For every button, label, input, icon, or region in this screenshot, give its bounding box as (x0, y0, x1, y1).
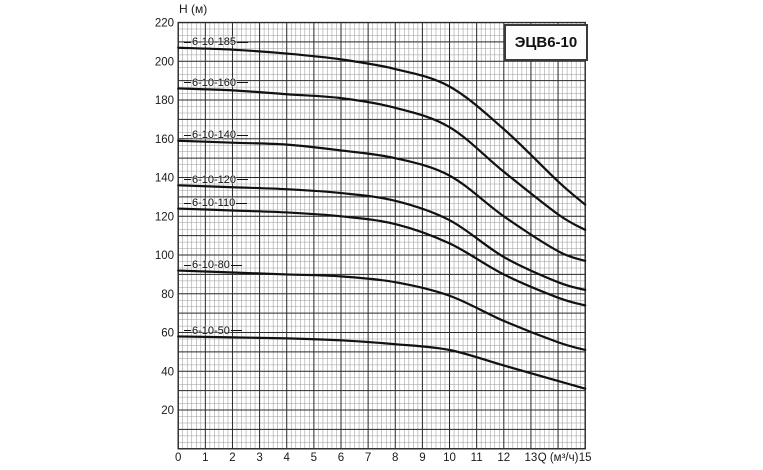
curve-label-6-10-160: 6-10-160 (184, 76, 249, 89)
label-dash (184, 202, 191, 204)
plot-border (177, 21, 586, 450)
label-dash (184, 264, 191, 266)
curve-label-6-10-80: 6-10-80 (184, 259, 242, 272)
x-tick-label: 3 (256, 452, 262, 464)
curve-6-10-160 (177, 87, 587, 231)
x-tick-label: 4 (284, 452, 291, 464)
y-tick-label: 100 (155, 250, 174, 262)
label-dash (184, 41, 191, 43)
x-tick-label: 6 (338, 452, 344, 464)
y-tick-label: 120 (155, 211, 174, 223)
curve-label-6-10-50: 6-10-50 (184, 324, 242, 337)
x-tick-label: 9 (419, 452, 425, 464)
y-tick-label: 200 (155, 56, 174, 68)
y-tick-label: 20 (161, 405, 174, 417)
x-tick-label: 7 (365, 452, 371, 464)
y-tick-label: 180 (155, 95, 174, 107)
label-dash (184, 330, 191, 332)
curve-6-10-50 (177, 335, 587, 390)
label-dash (236, 202, 248, 204)
y-tick-label: 60 (161, 328, 174, 340)
label-dash (184, 82, 191, 84)
curve-6-10-80 (177, 269, 587, 352)
curve-label-text: 6-10-50 (192, 324, 230, 337)
curve-6-10-120 (177, 184, 587, 292)
y-tick-label: 40 (161, 366, 174, 378)
y-axis-caption: Н (м) (179, 2, 208, 16)
curve-label-text: 6-10-110 (192, 197, 236, 210)
curve-6-10-140 (177, 139, 587, 262)
curve-label-text: 6-10-185 (192, 36, 237, 49)
curve-6-10-185 (177, 46, 587, 206)
label-dash (230, 264, 242, 266)
curve-label-text: 6-10-80 (192, 259, 230, 272)
chart-title: ЭЦВ6-10 (514, 34, 578, 51)
curve-label-text: 6-10-120 (192, 173, 237, 186)
curve-label-6-10-140: 6-10-140 (184, 129, 249, 142)
x-tick-label: 13 (525, 452, 538, 464)
x-tick-label: 8 (392, 452, 398, 464)
label-dash (184, 134, 191, 136)
x-axis-caption: Q (м³/ч) (538, 452, 579, 464)
label-dash (237, 41, 249, 43)
x-tick-label: 5 (311, 452, 317, 464)
curve-label-text: 6-10-160 (192, 76, 237, 89)
curve-label-6-10-185: 6-10-185 (184, 36, 249, 49)
label-dash (184, 179, 191, 181)
curve-label-6-10-120: 6-10-120 (184, 173, 249, 186)
x-tick-label: 11 (471, 452, 483, 464)
y-tick-label: 220 (155, 18, 174, 30)
x-tick-label: 1 (202, 452, 208, 464)
y-tick-label: 140 (155, 173, 174, 185)
label-dash (230, 330, 242, 332)
label-dash (237, 134, 249, 136)
y-tick-label: 160 (155, 134, 174, 146)
x-tick-label: 2 (229, 452, 235, 464)
chart-title-box: ЭЦВ6-10 (504, 24, 588, 61)
curve-6-10-110 (177, 207, 587, 307)
label-dash (237, 179, 249, 181)
y-tick-label: 80 (161, 289, 174, 301)
curve-label-6-10-110: 6-10-110 (184, 197, 248, 210)
x-tick-label: 12 (497, 452, 510, 464)
x-tick-label: 0 (175, 452, 181, 464)
curve-label-text: 6-10-140 (192, 129, 237, 142)
x-tick-label: 15 (579, 452, 592, 464)
x-tick-label: 10 (443, 452, 456, 464)
label-dash (237, 82, 249, 84)
